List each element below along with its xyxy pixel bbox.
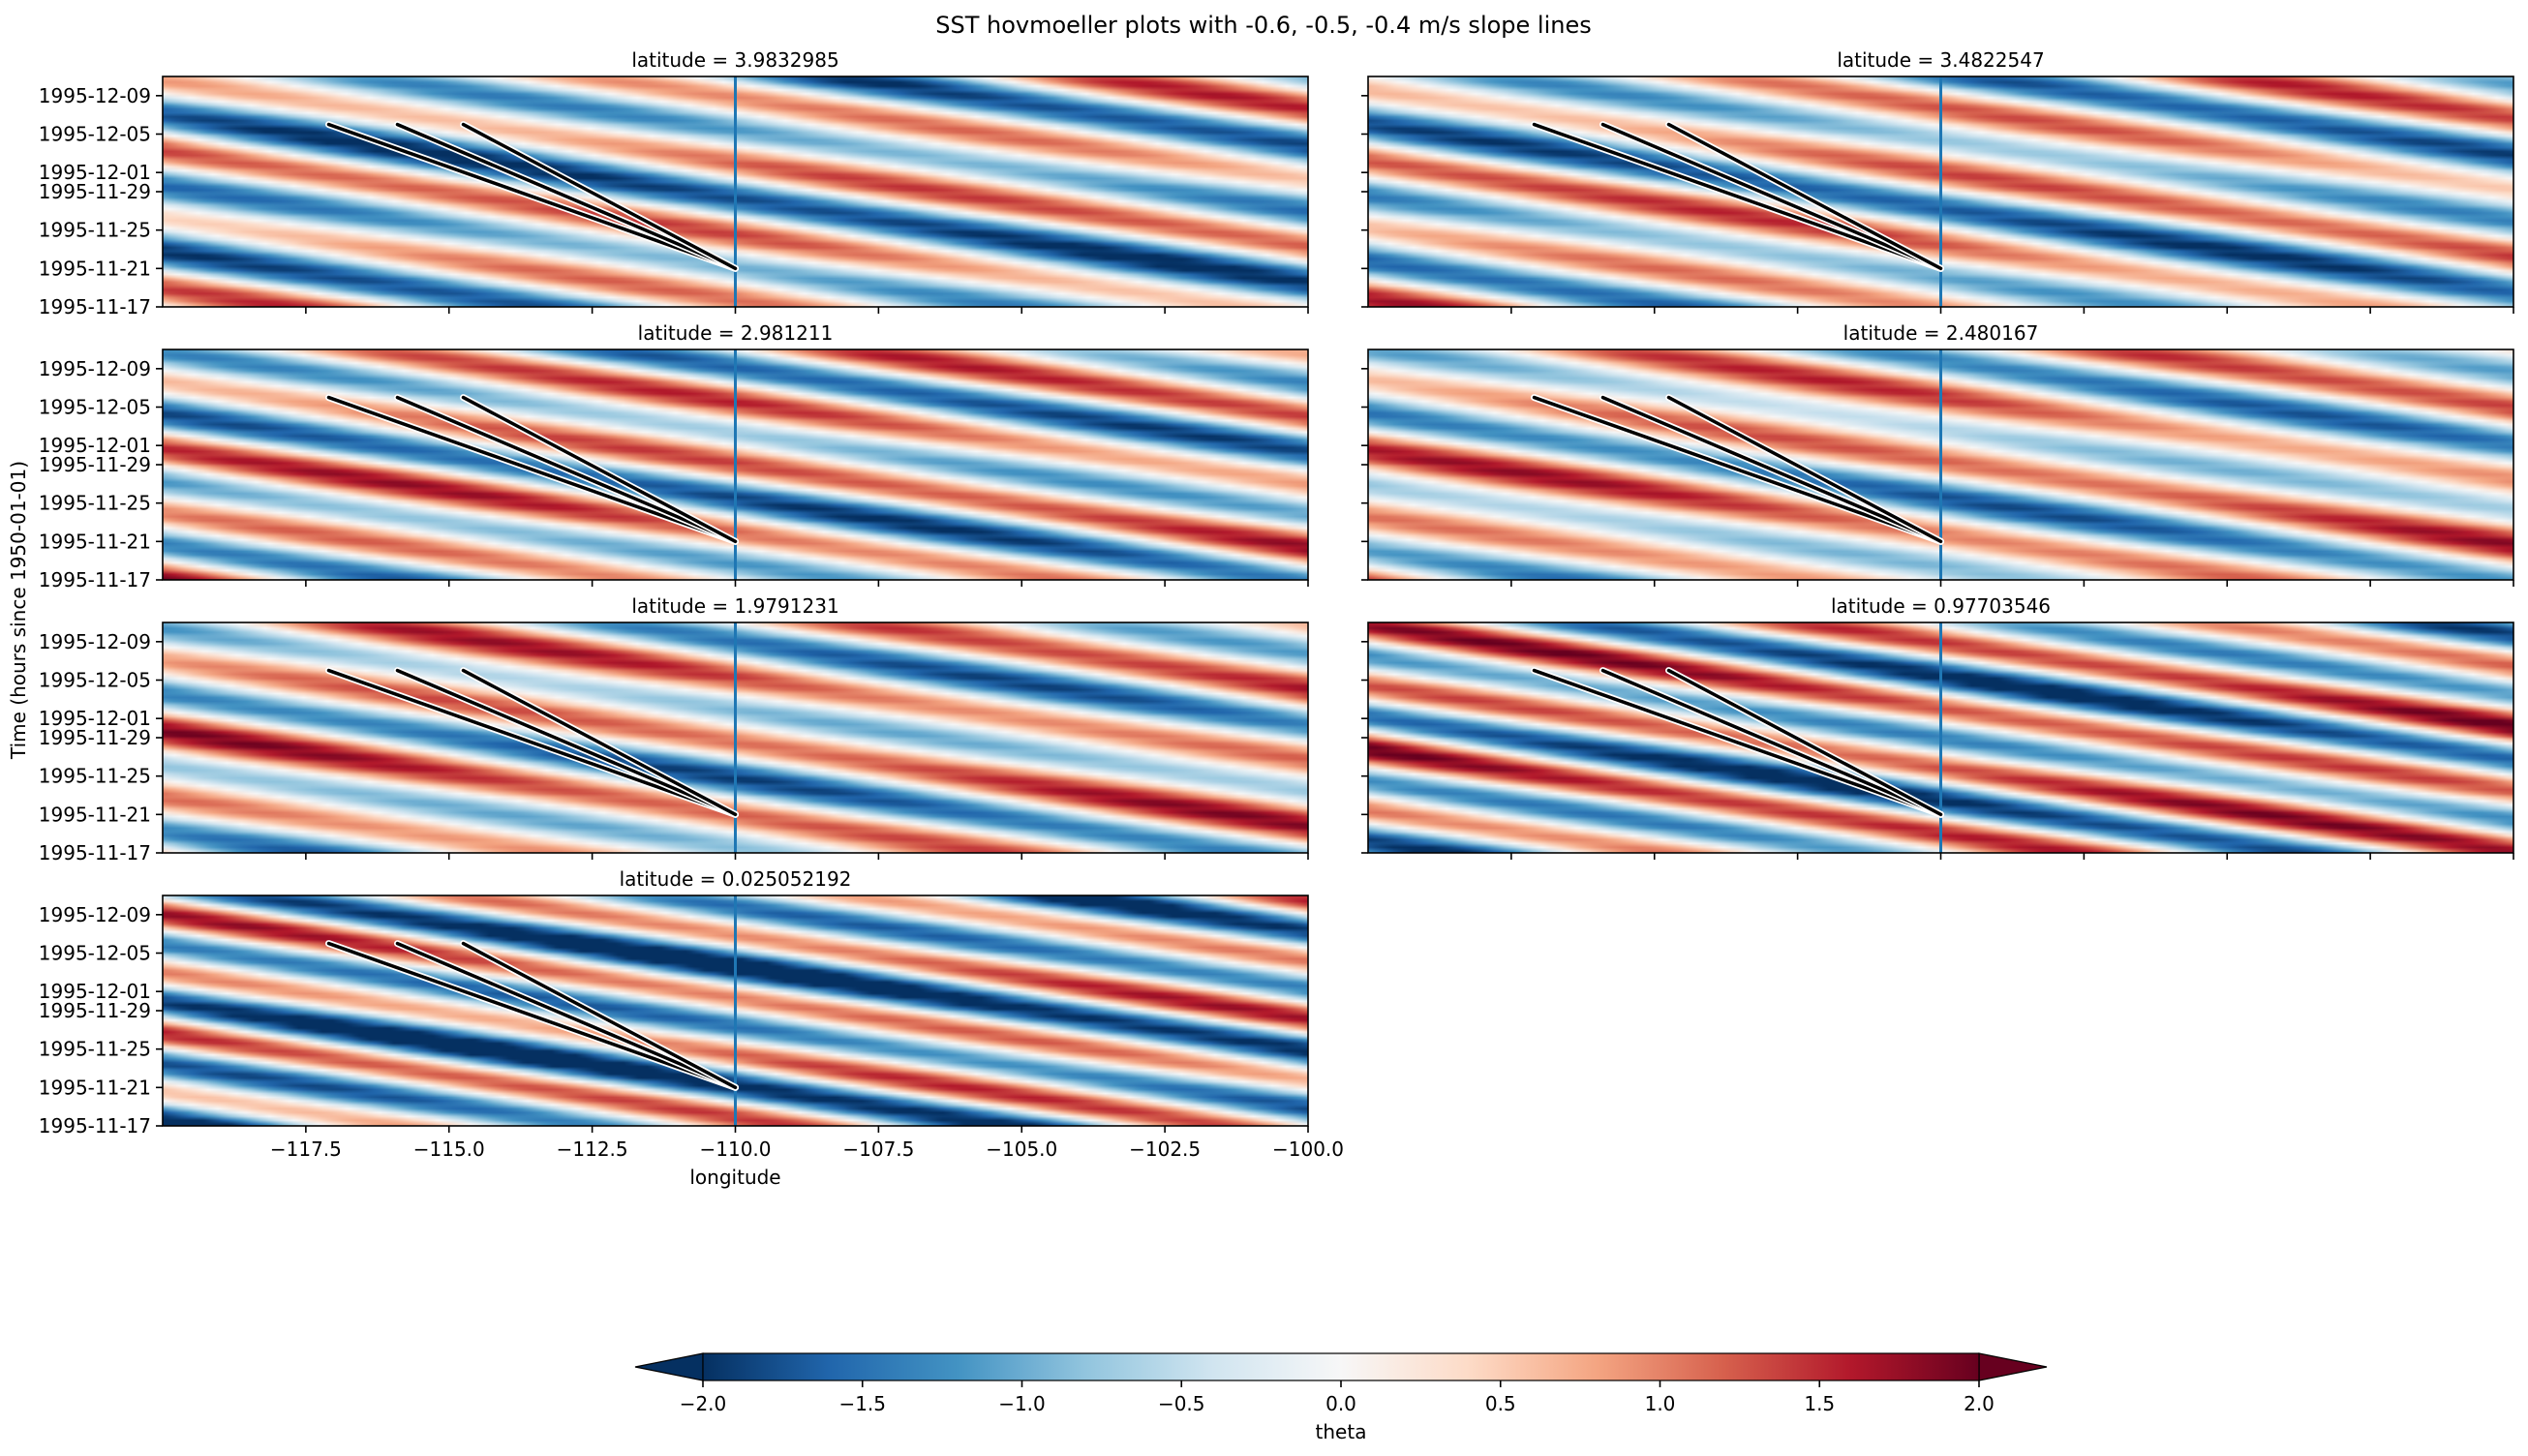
slope-line (326, 941, 738, 1090)
y-tick-label: 1995-12-09 (39, 630, 151, 653)
y-tick-label: 1995-12-05 (39, 123, 151, 146)
y-tick-label: 1995-12-01 (39, 161, 151, 184)
colorbar-extend-low (634, 1352, 704, 1381)
colorbar-tick-label: 0.0 (1325, 1392, 1356, 1415)
x-tick-label: −102.5 (1129, 1138, 1201, 1161)
y-tick-label: 1995-11-17 (39, 295, 151, 318)
colorbar-tick-label: 2.0 (1964, 1392, 1995, 1415)
x-tick-label: −112.5 (557, 1138, 628, 1161)
y-tick-label: 1995-11-17 (39, 841, 151, 864)
x-tick-label: −107.5 (842, 1138, 914, 1161)
slope-line (326, 122, 738, 271)
y-tick-label: 1995-11-25 (39, 219, 151, 242)
panel-title: latitude = 2.480167 (1843, 321, 2039, 345)
slope-line (1666, 668, 1943, 817)
y-tick-label: 1995-11-21 (39, 257, 151, 280)
y-tick-label: 1995-12-05 (39, 669, 151, 692)
colorbar-tick-label: 1.0 (1645, 1392, 1676, 1415)
hovmoeller-panel: latitude = 0.025052192 −117.5 −115.0 −112.5… (39, 867, 1344, 1189)
y-tick-label: 1995-11-21 (39, 530, 151, 553)
x-tick-label: −100.0 (1272, 1138, 1344, 1161)
y-tick-label: 1995-12-09 (39, 84, 151, 107)
colorbar: −2.0 −1.5 −1.0 −0.5 0.0 0.5 1.0 1.5 2.0 theta (634, 1352, 2048, 1443)
y-tick-label: 1995-12-05 (39, 396, 151, 419)
slope-line (326, 668, 738, 817)
x-tick-label: −105.0 (986, 1138, 1057, 1161)
y-tick-label: 1995-11-21 (39, 803, 151, 826)
y-tick-label: 1995-11-25 (39, 492, 151, 515)
slope-line (1600, 122, 1943, 271)
colorbar-tick-label: −2.0 (680, 1392, 727, 1415)
panel-title: latitude = 3.9832985 (631, 48, 838, 72)
y-axis-label: Time (hours since 1950-01-01) (7, 461, 30, 760)
y-tick-label: 1995-12-01 (39, 980, 151, 1003)
slope-line (326, 395, 738, 544)
colorbar-tick-label: 0.5 (1485, 1392, 1516, 1415)
slope-line (1532, 395, 1943, 544)
x-tick-label: −110.0 (699, 1138, 771, 1161)
colorbar-tick-label: 1.5 (1804, 1392, 1835, 1415)
slope-line (1532, 668, 1943, 817)
y-tick-label: 1995-11-17 (39, 568, 151, 592)
panel-title: latitude = 3.4822547 (1837, 48, 2044, 72)
figure-title: SST hovmoeller plots with -0.6, -0.5, -0… (935, 12, 1591, 39)
hovmoeller-panel: latitude = 0.97703546 (1361, 594, 2514, 860)
y-tick-label: 1995-11-29 (39, 180, 151, 203)
x-tick-label: −117.5 (270, 1138, 342, 1161)
slope-line (1600, 668, 1943, 817)
y-tick-label: 1995-11-29 (39, 999, 151, 1022)
colorbar-tick-label: −0.5 (1158, 1392, 1205, 1415)
y-tick-label: 1995-12-09 (39, 903, 151, 926)
slope-line (395, 668, 738, 817)
hovmoeller-panel: latitude = 2.480167 (1361, 321, 2514, 587)
panel-title: latitude = 1.9791231 (631, 594, 838, 618)
y-tick-label: 1995-11-25 (39, 765, 151, 788)
colorbar-tick-label: −1.5 (838, 1392, 886, 1415)
slope-line (1666, 122, 1943, 271)
y-tick-label: 1995-12-09 (39, 357, 151, 380)
colorbar-extend-high (1978, 1352, 2048, 1381)
x-axis-label: longitude (689, 1166, 780, 1189)
slope-line (1600, 395, 1943, 544)
panel-title: latitude = 0.025052192 (620, 867, 852, 891)
y-tick-label: 1995-11-21 (39, 1076, 151, 1099)
hovmoeller-panel: latitude = 2.981211 1995-11-17 1995-11-21 1… (39, 321, 1309, 592)
slope-line (1666, 395, 1943, 544)
y-tick-label: 1995-12-05 (39, 942, 151, 965)
colorbar-gradient (702, 1352, 1980, 1381)
hovmoeller-panel: latitude = 3.4822547 (1361, 48, 2514, 314)
slope-line (395, 941, 738, 1090)
y-tick-label: 1995-12-01 (39, 707, 151, 730)
colorbar-label: theta (1316, 1420, 1367, 1443)
slope-line (395, 395, 738, 544)
hovmoeller-panel: latitude = 1.9791231 1995-11-17 1995-11-21… (39, 594, 1309, 864)
y-tick-label: 1995-11-29 (39, 726, 151, 749)
y-tick-label: 1995-11-25 (39, 1038, 151, 1061)
slope-line (461, 941, 738, 1090)
y-tick-label: 1995-12-01 (39, 434, 151, 457)
slope-line (461, 395, 738, 544)
slope-line (461, 668, 738, 817)
x-tick-label: −115.0 (413, 1138, 485, 1161)
y-tick-label: 1995-11-17 (39, 1114, 151, 1138)
slope-line (395, 122, 738, 271)
slope-line (1532, 122, 1943, 271)
panels-group: latitude = 3.9832985 1995-11-17 1995-11-21… (39, 48, 2514, 1189)
y-tick-label: 1995-11-29 (39, 453, 151, 476)
slope-line (461, 122, 738, 271)
panel-title: latitude = 0.97703546 (1831, 594, 2051, 618)
panel-title: latitude = 2.981211 (638, 321, 834, 345)
colorbar-tick-label: −1.0 (998, 1392, 1046, 1415)
hovmoeller-panel: latitude = 3.9832985 1995-11-17 1995-11-21… (39, 48, 1309, 318)
